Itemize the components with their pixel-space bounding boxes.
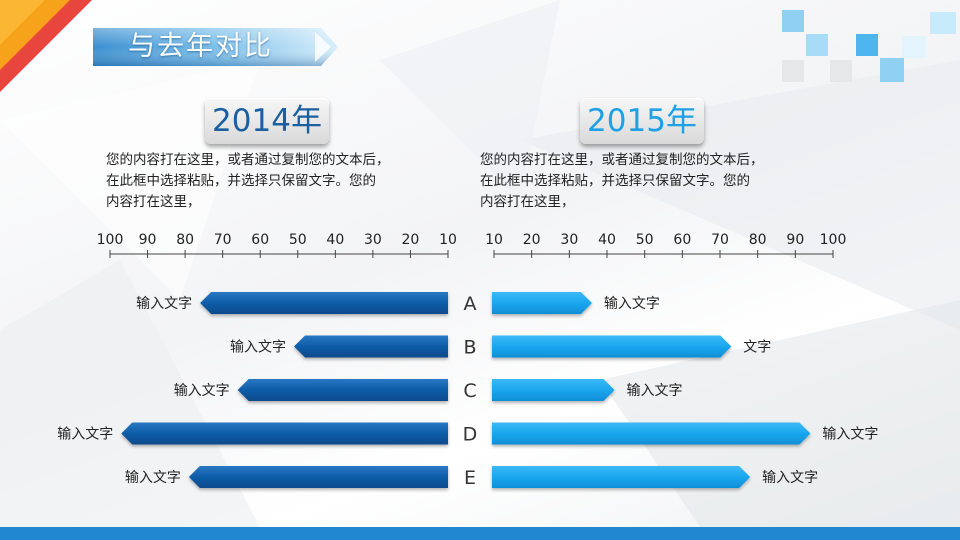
bar-label-2015-C: 输入文字	[627, 383, 683, 399]
left-axis-tick-label: 80	[176, 232, 194, 248]
bar-2014-D	[121, 422, 449, 445]
right-axis-tick-label: 60	[673, 232, 691, 248]
description-right-line: 内容打在这里，	[480, 194, 575, 210]
left-axis-tick-label: 50	[289, 232, 307, 248]
category-label-C: C	[463, 380, 476, 402]
butterfly-bar-chart: 100 90 80 70 60 50 40 30 20 10 10 20 30 40 50 60 70 80 90 1…	[57, 232, 878, 489]
left-axis-tick-label: 30	[364, 232, 382, 248]
left-axis-tick-label: 100	[97, 232, 124, 248]
category-label-E: E	[464, 467, 476, 489]
left-axis-tick-label: 70	[214, 232, 232, 248]
corner-decoration	[0, 0, 92, 92]
description-right: 您的内容打在这里，或者通过复制您的文本后， 在此框中选择粘贴，并选择只保留文字。…	[480, 150, 810, 213]
description-left-line: 内容打在这里，	[106, 194, 201, 210]
bar-label-2015-B: 文字	[743, 340, 771, 356]
year-badge-2014: 2014年	[205, 98, 329, 144]
year-badge-2015: 2015年	[580, 98, 704, 144]
bottom-bar	[0, 527, 960, 540]
left-axis-tick-label: 40	[326, 232, 344, 248]
category-label-A: A	[464, 293, 477, 315]
right-axis-tick-label: 10	[485, 232, 503, 248]
bar-label-2014-D: 输入文字	[57, 427, 113, 443]
description-left-line: 您的内容打在这里，或者通过复制您的文本后，	[106, 152, 390, 168]
description-right-line: 您的内容打在这里，或者通过复制您的文本后，	[480, 152, 764, 168]
bar-2015-C	[492, 379, 615, 401]
description-left-line: 在此框中选择粘贴，并选择只保留文字。您的	[106, 173, 376, 189]
right-axis-tick-label: 40	[598, 232, 616, 248]
bar-label-2015-A: 输入文字	[604, 296, 660, 312]
category-label-B: B	[463, 337, 476, 359]
bar-2014-E	[188, 466, 448, 488]
right-axis-tick-label: 20	[523, 232, 541, 248]
bar-label-2014-A: 输入文字	[136, 296, 192, 312]
bar-2015-E	[492, 466, 751, 488]
description-right-line: 在此框中选择粘贴，并选择只保留文字。您的	[480, 173, 750, 189]
right-axis-tick-label: 80	[749, 232, 767, 248]
right-axis-tick-label: 70	[711, 232, 729, 248]
decorative-squares	[782, 10, 956, 82]
left-axis-tick-label: 10	[439, 232, 457, 248]
bar-label-2014-C: 输入文字	[174, 383, 230, 399]
bar-2014-C	[237, 379, 448, 401]
left-axis-tick-label: 60	[251, 232, 269, 248]
category-label-D: D	[463, 424, 478, 446]
title-banner	[93, 28, 338, 66]
bar-2014-A	[200, 292, 448, 314]
bar-2015-A	[492, 292, 592, 314]
page-title: 与去年对比	[128, 31, 273, 62]
bar-label-2015-D: 输入文字	[822, 427, 878, 443]
bar-label-2014-E: 输入文字	[125, 470, 181, 486]
bar-2015-D	[492, 422, 811, 445]
description-left: 您的内容打在这里，或者通过复制您的文本后， 在此框中选择粘贴，并选择只保留文字。…	[106, 150, 436, 213]
right-axis-tick-label: 90	[786, 232, 804, 248]
right-axis-tick-label: 30	[560, 232, 578, 248]
bar-2015-B	[492, 335, 732, 358]
right-axis-tick-label: 100	[820, 232, 847, 248]
bar-label-2015-E: 输入文字	[762, 470, 818, 486]
left-axis-tick-label: 90	[139, 232, 157, 248]
bar-label-2014-B: 输入文字	[230, 340, 286, 356]
bar-2014-B	[294, 335, 448, 358]
left-axis-tick-label: 20	[402, 232, 420, 248]
right-axis-tick-label: 50	[636, 232, 654, 248]
